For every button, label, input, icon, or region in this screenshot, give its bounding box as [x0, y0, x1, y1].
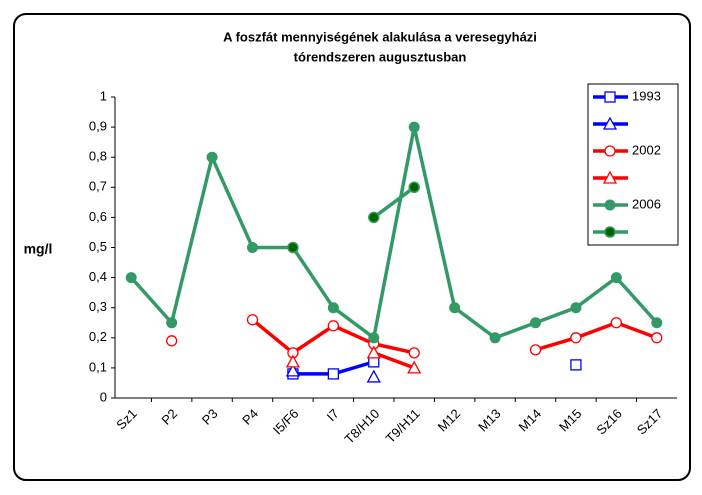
legend-box: [587, 83, 679, 246]
y-tick-label: 0,7: [89, 179, 107, 194]
marker: [165, 335, 178, 347]
marker: [408, 347, 420, 359]
marker: [529, 344, 542, 356]
marker: [285, 363, 301, 377]
series-line: [372, 185, 416, 219]
marker: [166, 317, 178, 329]
y-tick-label: 1: [100, 88, 107, 103]
marker: [407, 360, 422, 374]
marker: [610, 317, 623, 329]
series-line: [373, 351, 415, 370]
legend-label: 2006: [632, 196, 661, 211]
marker: [449, 302, 461, 314]
marker: [610, 272, 622, 284]
y-tick-label: 0,5: [89, 239, 107, 254]
marker: [408, 121, 420, 133]
marker: [570, 359, 582, 371]
y-tick-label: 0,8: [89, 149, 107, 164]
marker: [125, 272, 137, 284]
legend-label: 2002: [632, 142, 661, 157]
legend-marker: [604, 145, 616, 157]
y-axis-label: mg/l: [24, 241, 53, 257]
marker: [327, 320, 340, 332]
marker: [327, 368, 340, 380]
marker: [247, 242, 258, 253]
legend-marker: [604, 226, 616, 238]
y-tick-label: 0,4: [89, 269, 107, 284]
marker: [366, 345, 381, 359]
legend-label: 1993: [632, 88, 661, 103]
legend-marker: [602, 170, 618, 184]
y-tick-label: 0,2: [89, 329, 107, 344]
marker: [570, 332, 582, 344]
marker: [287, 241, 299, 254]
marker: [206, 151, 218, 163]
marker: [489, 332, 501, 344]
series-line: [129, 126, 659, 341]
legend-marker: [604, 199, 616, 211]
marker: [570, 302, 582, 314]
marker: [530, 317, 541, 329]
y-tick-label: 0,6: [89, 209, 107, 224]
y-tick-label: 0,9: [89, 119, 107, 134]
marker: [368, 211, 380, 224]
marker: [366, 369, 381, 383]
chart-title: tórendszeren augusztusban: [294, 49, 467, 64]
y-tick-label: 0,1: [89, 359, 107, 374]
marker: [368, 332, 380, 344]
marker: [408, 181, 420, 194]
legend-marker: [604, 91, 616, 103]
marker: [651, 317, 663, 329]
marker: [327, 302, 339, 314]
y-tick-label: 0,3: [89, 299, 107, 314]
y-tick-label: 0: [100, 389, 107, 404]
marker: [285, 354, 301, 368]
legend-marker: [602, 116, 618, 130]
chart-frame: [13, 13, 691, 481]
chart-title: A foszfát mennyiségének alakulása a vere…: [223, 29, 537, 44]
marker: [651, 332, 663, 344]
marker: [246, 314, 259, 326]
